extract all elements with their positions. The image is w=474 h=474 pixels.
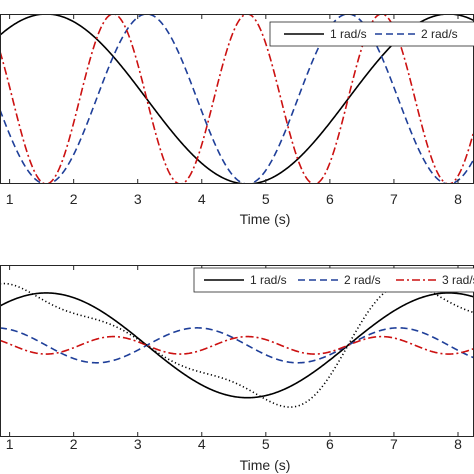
x-tick-label: 5 [262,191,270,207]
x-tick-label: 7 [390,191,398,207]
series-line-2-rad-s [0,327,474,364]
x-axis-label: Time (s) [240,457,291,473]
series-line-2-rad-s [0,14,474,184]
x-tick-label: 6 [326,191,334,207]
bottom-panel: 1 2 3 4 5 6 7 8 Time (s) 1 rad/s 2 rad/s 3 rad/s [0,265,474,473]
x-tick-label: 8 [454,191,462,207]
x-tick-label: 1 [6,191,14,207]
x-tick-label: 3 [134,191,142,207]
x-tick-label: 4 [198,436,206,452]
series-line-1-rad-s [0,292,474,399]
x-tick-label: 3 [134,436,142,452]
series-line-unlabeled-2 [0,14,474,184]
legend: 1 rad/s 2 rad/s [269,21,474,47]
x-tick-label: 8 [454,436,462,452]
x-tick-label: 7 [390,436,398,452]
x-tick-label: 2 [70,191,78,207]
x-tick-label: 2 [70,436,78,452]
x-tick-label: 1 [6,436,14,452]
x-tick-label: 5 [262,436,270,452]
x-tick-label: 6 [326,436,334,452]
legend-label: 1 rad/s [250,273,287,287]
series-line-3-rad-s [0,335,474,355]
legend-label: 1 rad/s [330,27,367,41]
legend-label: 3 rad/s [442,273,474,287]
x-tick-label: 4 [198,191,206,207]
legend: 1 rad/s 2 rad/s 3 rad/s [193,267,474,293]
series-line-unlabeled-3 [0,282,474,408]
top-panel: 1 2 3 4 5 6 7 8 Time (s) 1 rad/s 2 rad/s [0,14,474,227]
legend-label: 2 rad/s [421,27,458,41]
x-axis-label: Time (s) [240,211,291,227]
legend-label: 2 rad/s [344,273,381,287]
